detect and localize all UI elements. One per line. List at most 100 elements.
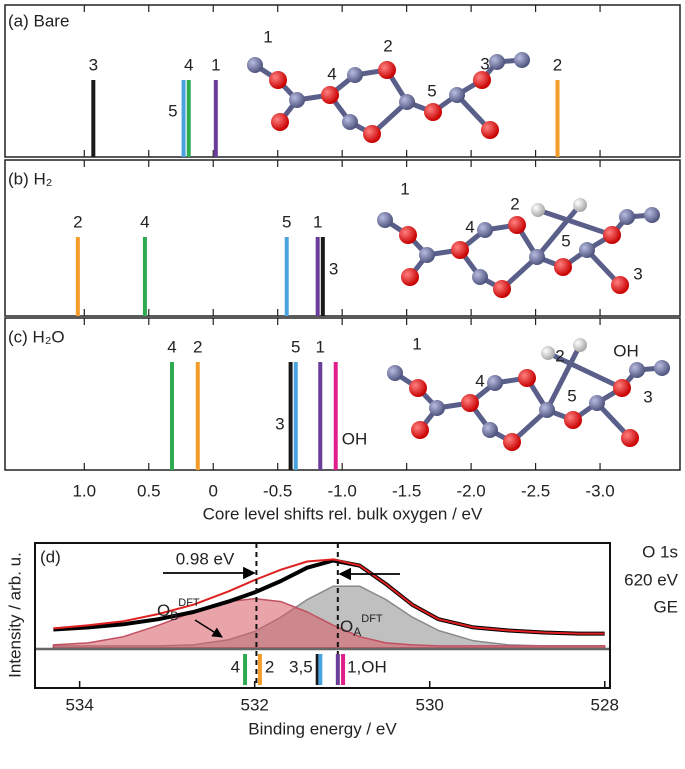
oxygen-atom — [269, 71, 287, 89]
stick — [288, 362, 293, 470]
site-label: 5 — [427, 81, 436, 100]
metal-atom — [342, 114, 358, 130]
stick — [213, 80, 218, 157]
oxygen-atom — [451, 241, 469, 259]
stick — [75, 237, 80, 316]
hydrogen-atom — [573, 198, 587, 212]
stick-label: 2 — [265, 657, 274, 676]
site-label: 1 — [263, 27, 272, 46]
panel-frame — [4, 159, 681, 317]
site-label: 2 — [555, 346, 564, 365]
metal-atom — [589, 395, 605, 411]
metal-atom — [377, 212, 393, 228]
metal-atom — [289, 92, 305, 108]
oxygen-atom — [363, 125, 381, 143]
hydrogen-atom — [573, 338, 587, 352]
panel-title: (c) H₂O — [8, 327, 65, 346]
metal-atom — [629, 362, 645, 378]
stick — [318, 362, 323, 470]
stick — [91, 80, 96, 157]
stick-label: OH — [342, 429, 368, 448]
oxygen-atom — [401, 268, 419, 286]
oxygen-atom — [321, 86, 339, 104]
oxygen-atom — [564, 411, 582, 429]
oxygen-atom — [411, 421, 429, 439]
stick-label: 1 — [316, 337, 325, 356]
stick-label: 1 — [211, 55, 220, 74]
metal-atom — [514, 52, 530, 68]
oxygen-atom — [493, 280, 511, 298]
oxygen-atom — [399, 226, 417, 244]
structure — [377, 198, 660, 298]
hydrogen-atom — [541, 346, 555, 360]
stick — [186, 80, 191, 157]
stick — [315, 654, 320, 685]
x-tick-label: 528 — [591, 695, 619, 714]
stick — [142, 237, 147, 316]
peak-label-sup: DFT — [178, 597, 200, 609]
site-label: 4 — [465, 217, 474, 236]
arrow — [194, 619, 223, 638]
stick — [181, 80, 186, 157]
stick — [320, 237, 325, 316]
site-label: 5 — [567, 386, 576, 405]
stick — [318, 654, 323, 685]
oxygen-atom — [508, 216, 526, 234]
component-area — [52, 597, 606, 649]
oxygen-atom — [481, 121, 499, 139]
y-axis-label: Intensity / arb. u. — [5, 552, 24, 678]
site-label: OH — [613, 341, 639, 360]
stick-label: 4 — [184, 55, 193, 74]
metal-atom — [487, 375, 503, 391]
metal-atom — [489, 54, 505, 70]
peak-label: OADFT — [340, 613, 383, 639]
x-axis-label: Binding energy / eV — [248, 719, 397, 738]
oxygen-atom — [409, 379, 427, 397]
peak-label-sub: B — [170, 609, 178, 623]
metal-atom — [247, 57, 263, 73]
metal-atom — [472, 269, 488, 285]
metal-atom — [539, 402, 555, 418]
metal-atom — [654, 360, 670, 376]
peak-label-sub: A — [353, 625, 361, 639]
stick-label: 2 — [193, 337, 202, 356]
structure — [387, 338, 670, 451]
x-tick-label: 0.5 — [137, 481, 161, 500]
site-label: 2 — [383, 36, 392, 55]
stick — [555, 80, 560, 157]
metal-atom — [579, 242, 595, 258]
x-tick-label: 532 — [240, 695, 268, 714]
site-label: 5 — [561, 231, 570, 250]
site-label: 2 — [510, 194, 519, 213]
peak-label-sup: DFT — [361, 613, 383, 625]
oxygen-atom — [271, 113, 289, 131]
stick-label: 2 — [73, 212, 82, 231]
annotation: 620 eV — [624, 570, 679, 589]
oxygen-atom — [603, 226, 621, 244]
bond — [544, 343, 583, 412]
peak-label-base: O — [340, 617, 353, 636]
oxygen-atom — [554, 258, 572, 276]
oxygen-atom — [378, 61, 396, 79]
stick — [293, 362, 298, 470]
panel-label: (d) — [40, 547, 61, 566]
peak-label-base: O — [157, 601, 170, 620]
stick — [284, 237, 289, 316]
bond — [535, 203, 582, 259]
fit-curve — [53, 558, 605, 635]
hydrogen-atom — [531, 203, 545, 217]
stick — [169, 362, 174, 470]
metal-atom — [644, 207, 660, 223]
stick-label: 4 — [231, 657, 240, 676]
metal-atom — [387, 365, 403, 381]
stick — [257, 654, 262, 685]
oxygen-atom — [473, 71, 491, 89]
peak-label: OBDFT — [157, 597, 200, 623]
site-label: 3 — [633, 264, 642, 283]
stick — [335, 654, 340, 685]
x-tick-label: 0 — [209, 481, 218, 500]
metal-atom — [419, 247, 435, 263]
annotation: GE — [653, 597, 678, 616]
